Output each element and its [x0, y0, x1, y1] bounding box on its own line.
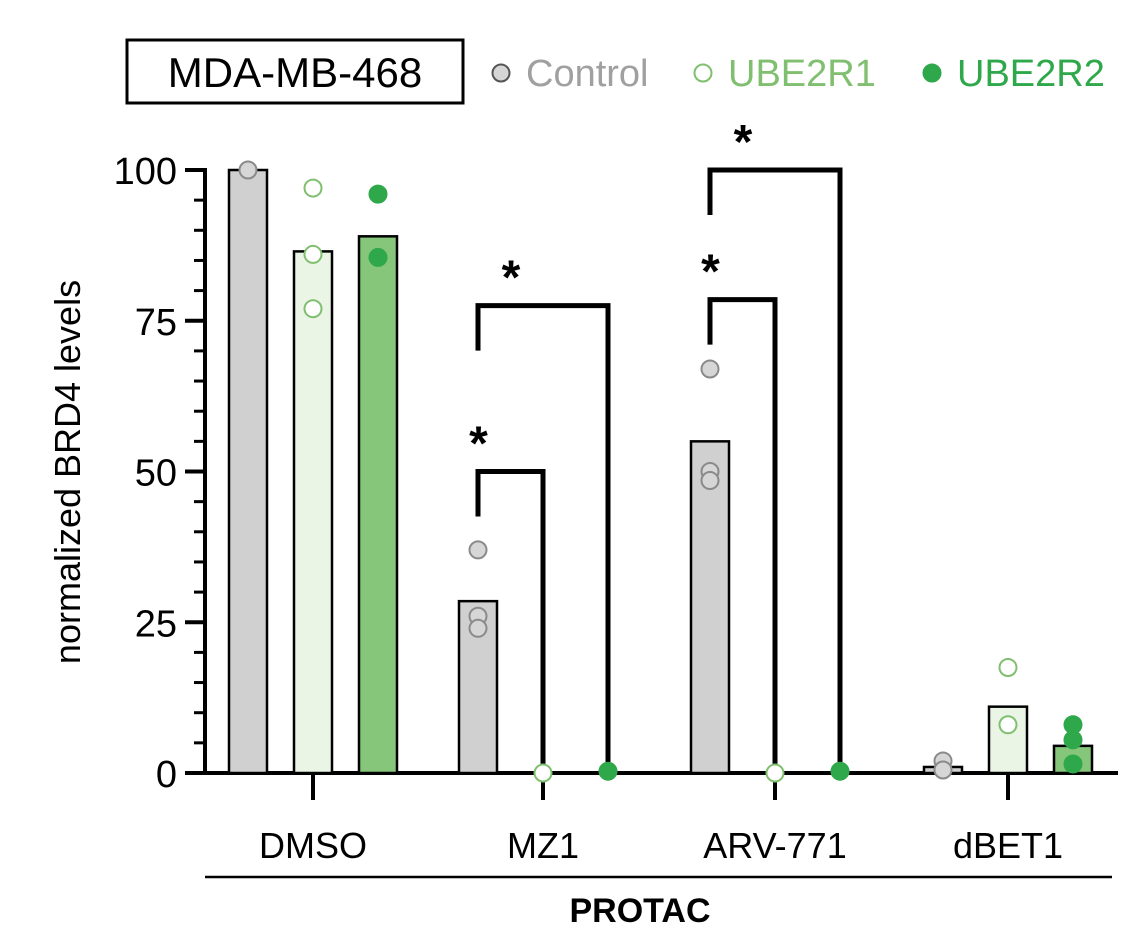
legend-label-control: Control [526, 53, 649, 95]
point-dbet1-ube2r2 [1063, 730, 1083, 750]
x-tick-label-dmso: DMSO [259, 825, 367, 866]
x-tick-label-dbet1: dBET1 [953, 825, 1063, 866]
sig-bracket-mz1-ube2r2 [475, 303, 611, 765]
bar-dmso-control [227, 168, 269, 775]
x-tick-label-mz1: MZ1 [507, 825, 579, 866]
point-dmso-ube2r2 [368, 184, 388, 204]
point-arv-771-ube2r1 [765, 763, 785, 783]
sig-label-arv-771-ube2r1: * [701, 246, 720, 299]
point-arv-771-control [700, 359, 720, 379]
point-dmso-control [238, 160, 258, 180]
bar-dmso-ube2r2 [357, 235, 399, 775]
cell-line-label: MDA-MB-468 [168, 49, 422, 96]
y-tick-label: 25 [135, 603, 177, 645]
sig-bracket-arv-771-ube2r1 [707, 297, 778, 765]
point-dmso-ube2r1 [303, 178, 323, 198]
y-tick-label: 0 [156, 754, 177, 796]
legend-marker-control [491, 63, 511, 83]
point-mz1-control [468, 618, 488, 638]
significance-brackets: * * * * [469, 116, 843, 765]
legend: MDA-MB-468 Control UBE2R1 UBE2R2 [125, 38, 1105, 105]
bar-arv-771-control [689, 440, 731, 775]
point-dmso-ube2r2 [368, 247, 388, 267]
sig-bracket-mz1-ube2r1 [475, 469, 546, 765]
legend-label-ube2r2: UBE2R2 [957, 53, 1105, 95]
sig-label-mz1-ube2r1: * [469, 418, 488, 471]
y-axis-title: normalized BRD4 levels [47, 280, 88, 664]
y-tick-label: 100 [114, 151, 177, 193]
cell-line-box [125, 38, 465, 105]
point-arv-771-control [700, 471, 720, 491]
point-dbet1-ube2r1 [998, 715, 1018, 735]
bars [227, 168, 1094, 775]
legend-marker-ube2r1 [693, 63, 713, 83]
point-arv-771-ube2r2 [830, 761, 850, 781]
legend-marker-ube2r2 [922, 63, 942, 83]
point-dbet1-ube2r1 [998, 657, 1018, 677]
y-tick-label: 75 [135, 302, 177, 344]
point-mz1-ube2r1 [533, 763, 553, 783]
point-dmso-ube2r1 [303, 299, 323, 319]
point-dmso-ube2r1 [303, 244, 323, 264]
x-tick-label-arv-771: ARV-771 [703, 825, 846, 866]
sig-bracket-arv-771-ube2r2 [707, 167, 843, 765]
data-points [238, 160, 1083, 783]
point-mz1-control [468, 540, 488, 560]
bar-dmso-ube2r1 [292, 250, 334, 775]
point-dbet1-control [933, 760, 953, 780]
axes: 0 25 50 75 100 DMSO MZ1 ARV-771 dBET1 [114, 151, 1118, 866]
sig-label-mz1-ube2r2: * [502, 252, 521, 305]
sig-label-arv-771-ube2r2: * [734, 116, 753, 169]
point-dbet1-ube2r2 [1063, 754, 1083, 774]
point-mz1-ube2r2 [598, 761, 618, 781]
y-tick-label: 50 [135, 453, 177, 495]
legend-label-ube2r1: UBE2R1 [728, 53, 876, 95]
x-axis-title: PROTAC [569, 892, 710, 930]
